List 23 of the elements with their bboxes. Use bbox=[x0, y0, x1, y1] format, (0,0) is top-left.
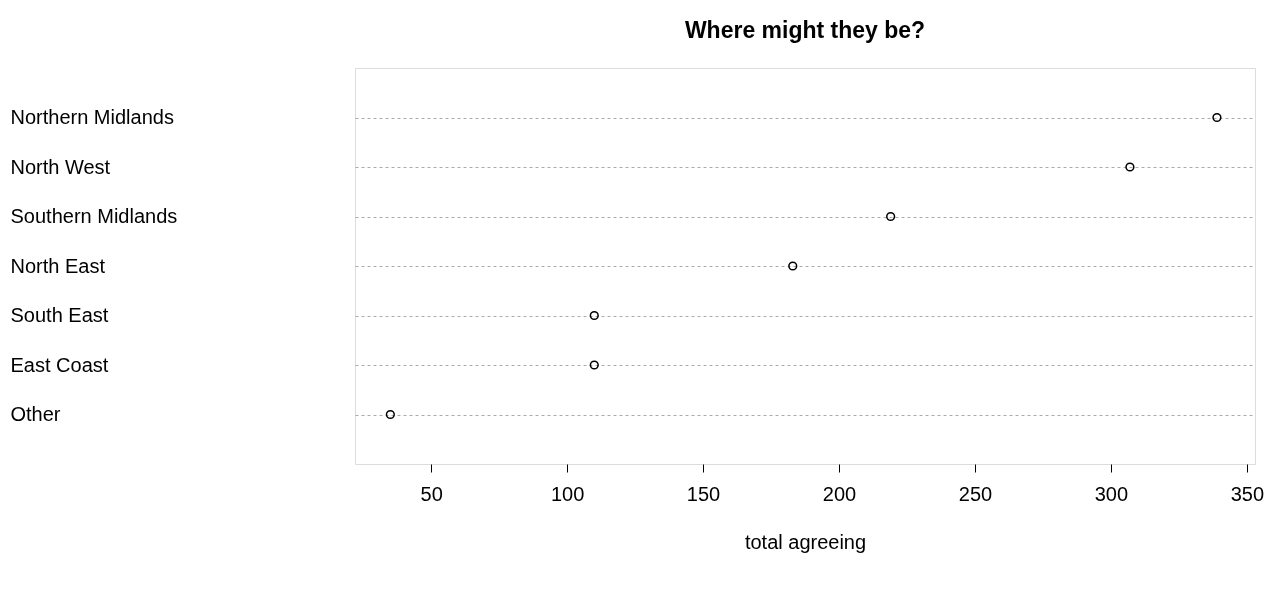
x-tick-label: 100 bbox=[550, 482, 585, 505]
point bbox=[886, 211, 896, 222]
x-tick-label: 300 bbox=[1094, 482, 1129, 505]
y-tick-label: East Coast bbox=[10, 353, 109, 376]
y-tick-label: Southern Midlands bbox=[10, 205, 178, 227]
point bbox=[788, 261, 798, 271]
point bbox=[385, 409, 395, 420]
x-tick-label: 250 bbox=[958, 482, 993, 505]
y-tick-label: North West bbox=[10, 155, 111, 178]
point bbox=[589, 310, 599, 321]
x-tick-label: 200 bbox=[822, 482, 857, 505]
point bbox=[589, 360, 599, 370]
x-tick-label: 50 bbox=[420, 482, 443, 505]
y-tick-label: South East bbox=[10, 304, 109, 326]
x-tick-label: 350 bbox=[1230, 482, 1265, 505]
x-axis-title: total agreeing bbox=[744, 530, 867, 553]
point bbox=[1212, 112, 1222, 123]
point bbox=[1125, 162, 1135, 172]
y-tick-label: Northern Midlands bbox=[10, 106, 174, 128]
y-tick-label: Other bbox=[10, 403, 61, 425]
chart-title: Where might they be? bbox=[684, 17, 926, 43]
x-tick-label: 150 bbox=[686, 482, 721, 505]
y-tick-label: North East bbox=[10, 254, 106, 277]
